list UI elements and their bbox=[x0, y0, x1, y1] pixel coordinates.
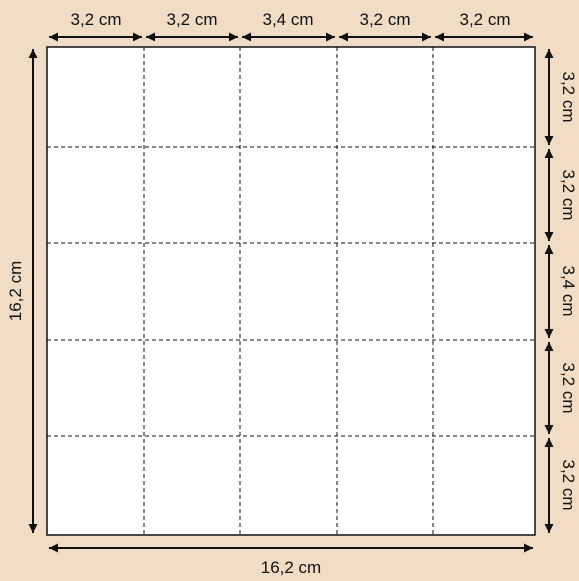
total-width-label: 16,2 cm bbox=[261, 558, 321, 577]
top-dimension-label-3: 3,4 cm bbox=[262, 10, 313, 29]
right-dimension-label-2: 3,2 cm bbox=[559, 169, 578, 220]
right-dimension-label-3: 3,4 cm bbox=[559, 265, 578, 316]
top-dimension-label-1: 3,2 cm bbox=[70, 10, 121, 29]
right-dimension-label-4: 3,2 cm bbox=[559, 362, 578, 413]
right-dimension-label-5: 3,2 cm bbox=[559, 459, 578, 510]
top-dimension-label-2: 3,2 cm bbox=[166, 10, 217, 29]
total-height-label: 16,2 cm bbox=[6, 261, 25, 321]
sheet bbox=[46, 46, 536, 536]
top-dimension-label-5: 3,2 cm bbox=[459, 10, 510, 29]
right-dimension-label-1: 3,2 cm bbox=[559, 71, 578, 122]
top-dimension-labels: 3,2 cm 3,2 cm 3,4 cm 3,2 cm 3,2 cm bbox=[70, 10, 510, 29]
top-dimension-label-4: 3,2 cm bbox=[359, 10, 410, 29]
right-dimension-labels: 3,2 cm 3,2 cm 3,4 cm 3,2 cm 3,2 cm bbox=[559, 71, 578, 510]
grid-lines bbox=[47, 47, 535, 535]
